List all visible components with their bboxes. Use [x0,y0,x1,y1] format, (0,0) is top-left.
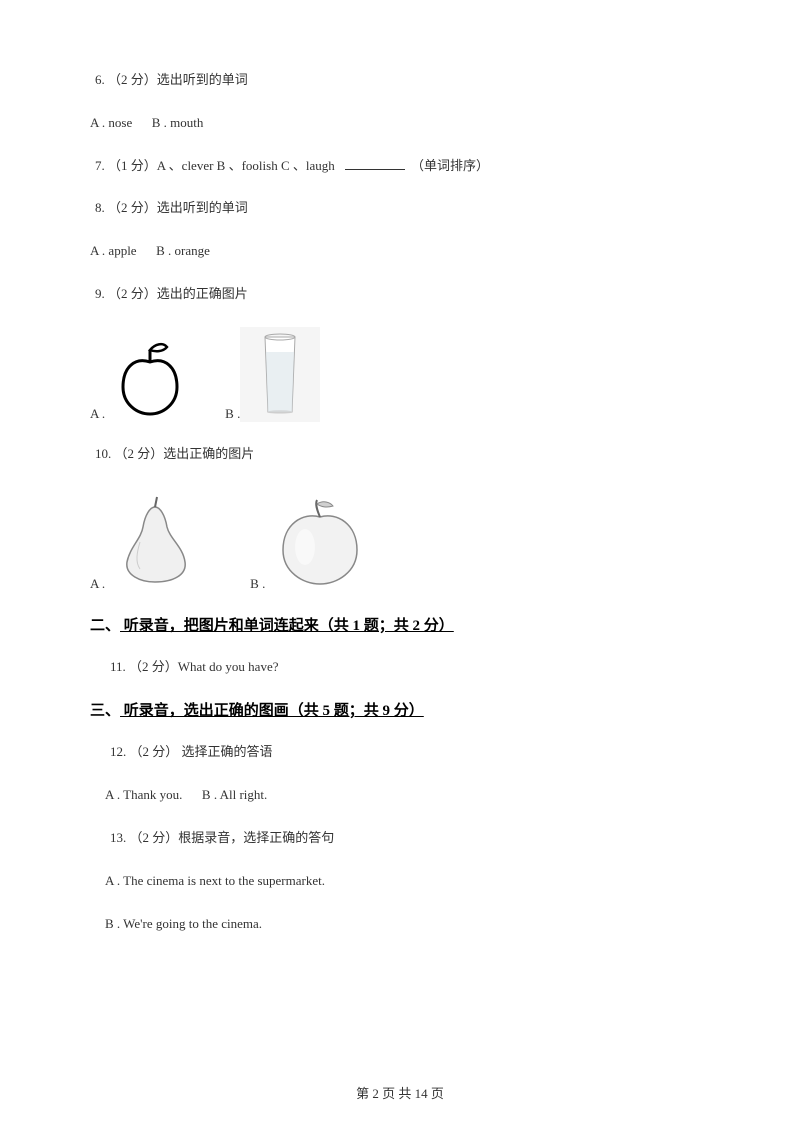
question-7: 7. （1 分）A 、clever B 、foolish C 、laugh （单… [95,156,740,177]
pear-icon [105,487,210,592]
question-6-text: 6. （2 分）选出听到的单词 [95,72,248,87]
question-13-option-a: A . The cinema is next to the supermarke… [105,871,740,892]
question-8-options: A . apple B . orange [90,241,740,262]
question-11: 11. （2 分）What do you have? [110,657,740,678]
q9-option-b-wrapper: B . [225,327,320,422]
question-10: 10. （2 分）选出正确的图片 [95,444,740,465]
section-3-header: 三、 听录音，选出正确的图画（共 5 题；共 9 分） [90,699,740,720]
q8-option-a: A . apple [90,243,137,258]
page-number: 第 2 页 共 14 页 [356,1086,444,1101]
apple-shaded-icon [265,492,375,592]
question-13-option-b: B . We're going to the cinema. [105,914,740,935]
page-footer: 第 2 页 共 14 页 [0,1083,800,1102]
section-3-title: 听录音，选出正确的图画（共 5 题；共 9 分） [120,703,424,719]
question-6: 6. （2 分）选出听到的单词 [95,70,740,91]
q12-option-b: B . All right. [202,787,267,802]
question-7-text: 7. （1 分）A 、clever B 、foolish C 、laugh [95,158,335,173]
question-9-text: 9. （2 分）选出的正确图片 [95,286,248,301]
q9-label-b: B . [225,406,240,422]
apple-outline-icon [105,332,195,422]
glass-water-icon [240,327,320,422]
question-13-text: 13. （2 分）根据录音，选择正确的答句 [110,830,334,845]
question-9-images: A . B . [90,327,740,422]
q13-option-a-text: A . The cinema is next to the supermarke… [105,873,325,888]
question-10-images: A . B . [90,487,740,592]
question-8: 8. （2 分）选出听到的单词 [95,198,740,219]
q10-option-b-wrapper: B . [250,492,375,592]
q13-option-b-text: B . We're going to the cinema. [105,916,262,931]
q10-label-b: B . [250,576,265,592]
question-12: 12. （2 分） 选择正确的答语 [110,742,740,763]
blank-line [345,169,405,170]
section-2-title: 听录音，把图片和单词连起来（共 1 题；共 2 分） [120,618,454,634]
question-6-options: A . nose B . mouth [90,113,740,134]
section-2-header: 二、 听录音，把图片和单词连起来（共 1 题；共 2 分） [90,614,740,635]
question-12-text: 12. （2 分） 选择正确的答语 [110,744,273,759]
q12-option-a: A . Thank you. [105,787,182,802]
q10-label-a: A . [90,576,105,592]
section-2-prefix: 二、 [90,618,120,634]
q8-option-b: B . orange [156,243,210,258]
q9-option-a-wrapper: A . [90,332,195,422]
q9-label-a: A . [90,406,105,422]
question-13: 13. （2 分）根据录音，选择正确的答句 [110,828,740,849]
question-12-options: A . Thank you. B . All right. [105,785,740,806]
q10-option-a-wrapper: A . [90,487,210,592]
q6-option-b: B . mouth [152,115,204,130]
section-3-prefix: 三、 [90,703,120,719]
question-10-text: 10. （2 分）选出正确的图片 [95,446,254,461]
q6-option-a: A . nose [90,115,132,130]
question-7-suffix: （单词排序） [411,158,489,173]
question-9: 9. （2 分）选出的正确图片 [95,284,740,305]
question-8-text: 8. （2 分）选出听到的单词 [95,200,248,215]
question-11-text: 11. （2 分）What do you have? [110,659,278,674]
